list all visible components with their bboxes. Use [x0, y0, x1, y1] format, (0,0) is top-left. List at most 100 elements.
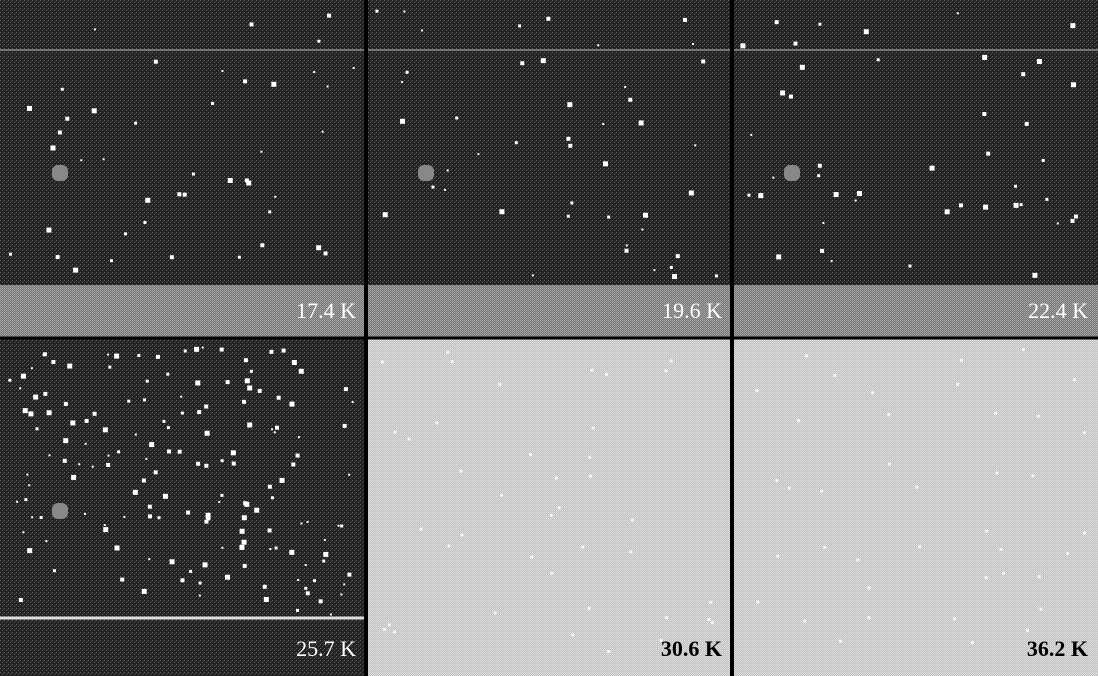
speckle [197, 410, 201, 414]
speckle [163, 494, 168, 499]
speckle [985, 530, 988, 533]
speckle [297, 579, 299, 581]
speckle [16, 501, 18, 503]
speckle [541, 58, 546, 63]
speckle [104, 524, 106, 526]
speckle [27, 548, 32, 553]
speckle [242, 540, 247, 545]
speckle [300, 522, 302, 524]
speckle [805, 354, 808, 357]
bright-blob [52, 503, 68, 519]
speckle [793, 42, 797, 46]
speckle [477, 153, 479, 155]
speckle [8, 379, 11, 382]
temperature-label: 25.7 K [296, 636, 356, 661]
speckle [80, 159, 82, 161]
speckle [348, 474, 350, 476]
speckle [607, 216, 610, 219]
speckle [780, 90, 785, 95]
speckle [243, 564, 247, 568]
speckle [271, 428, 273, 430]
speckle [343, 424, 347, 428]
speckle [856, 558, 859, 561]
speckle [107, 354, 109, 356]
speckle [117, 450, 120, 453]
speckle [180, 396, 182, 398]
speckle [857, 191, 862, 196]
speckle [999, 548, 1002, 551]
speckle [665, 616, 668, 619]
speckle [92, 108, 97, 113]
speckle [46, 228, 51, 233]
speckle [146, 380, 149, 383]
speckle [103, 427, 108, 432]
speckle [494, 611, 497, 614]
speckle [1066, 552, 1069, 555]
image-panel: 30.6 K [366, 338, 732, 676]
speckle [520, 61, 524, 65]
speckle [31, 516, 33, 518]
speckle [740, 43, 745, 48]
speckle [142, 589, 147, 594]
speckle [45, 540, 47, 542]
speckle [555, 476, 558, 479]
speckle [867, 616, 870, 619]
speckle [822, 222, 824, 224]
speckle [383, 212, 388, 217]
speckle [177, 192, 181, 196]
speckle [103, 527, 108, 532]
speckle [269, 548, 271, 550]
speckle [375, 10, 378, 13]
speckle [957, 12, 959, 14]
speckle [221, 70, 223, 72]
speckle [338, 525, 340, 527]
speckle [194, 347, 199, 352]
speckle [183, 193, 187, 197]
speckle [149, 442, 154, 447]
speckle [289, 550, 294, 555]
speckle [33, 395, 38, 400]
speckle [180, 578, 184, 582]
speckle [250, 22, 254, 26]
speckle [148, 514, 152, 518]
speckle [546, 17, 550, 21]
temperature-label: 19.6 K [662, 298, 722, 323]
speckle [676, 254, 680, 258]
speckle [833, 374, 836, 377]
speckle [420, 528, 423, 531]
speckle [114, 545, 119, 550]
temperature-label: 36.2 K [1027, 636, 1088, 661]
speckle [324, 251, 328, 255]
speckle [421, 30, 423, 32]
speckle [945, 209, 950, 214]
speckle [108, 366, 111, 369]
speckle [218, 501, 220, 503]
speckle [1014, 185, 1017, 188]
speckle [306, 591, 310, 595]
speckle [313, 71, 315, 73]
speckle [532, 274, 534, 276]
speckle [820, 490, 823, 493]
speckle [154, 60, 158, 64]
speckle [566, 137, 570, 141]
speckle [605, 373, 608, 376]
speckle [956, 383, 959, 386]
speckle [133, 490, 138, 495]
speckle [327, 14, 331, 18]
speckle [221, 547, 223, 549]
speckle [1074, 215, 1078, 219]
bright-blob [784, 165, 800, 181]
speckle [353, 67, 355, 69]
speckle [887, 413, 890, 416]
speckle [35, 427, 38, 430]
speckle [1073, 378, 1076, 381]
speckle [639, 120, 644, 125]
speckle [26, 474, 28, 476]
speckle [269, 350, 273, 354]
speckle [499, 209, 504, 214]
speckle [447, 544, 450, 547]
speckle [221, 459, 224, 462]
speckle [245, 378, 250, 383]
speckle [707, 618, 710, 621]
speckle [167, 449, 171, 453]
